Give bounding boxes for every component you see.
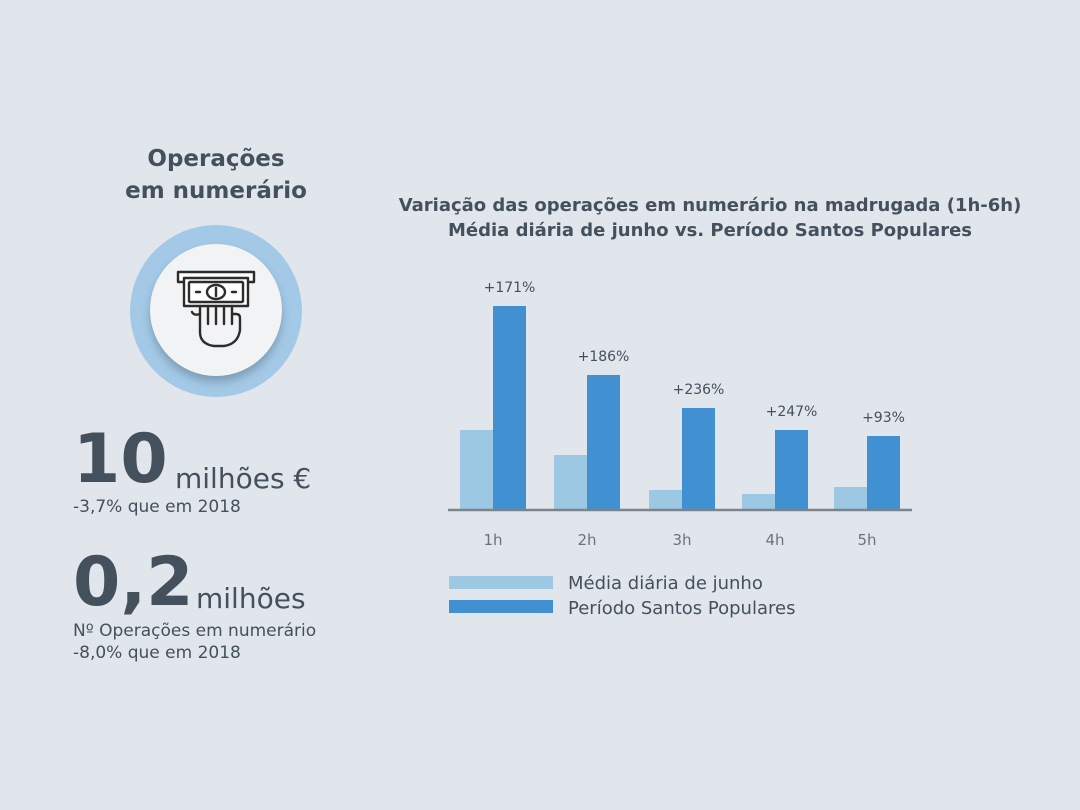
bar-media-junho-5h bbox=[834, 487, 867, 509]
legend-swatch-media-junho bbox=[449, 576, 553, 589]
data-label-5h: +93% bbox=[862, 410, 905, 426]
x-tick-label-1h: 1h bbox=[483, 531, 502, 549]
icon-badge bbox=[130, 225, 302, 397]
chart-title: Variação das operações em numerário na m… bbox=[398, 195, 1022, 216]
stat-count-value: 0,2 bbox=[73, 543, 194, 622]
x-tick-label-3h: 3h bbox=[672, 531, 691, 549]
stat-amount-unit: milhões € bbox=[175, 462, 312, 495]
bar-santos-populares-4h bbox=[775, 430, 808, 509]
stat-amount-value: 10 bbox=[73, 420, 168, 499]
section-title: Operações em numerário bbox=[96, 143, 336, 207]
data-label-4h: +247% bbox=[766, 404, 818, 420]
x-tick-label-2h: 2h bbox=[577, 531, 596, 549]
stat-count-label: Nº Operações em numerário bbox=[73, 621, 317, 641]
chart-title-block: Variação das operações em numerário na m… bbox=[360, 193, 1060, 243]
bar-santos-populares-5h bbox=[867, 436, 900, 509]
icon-badge-inner bbox=[150, 244, 282, 376]
bar-santos-populares-1h bbox=[493, 306, 526, 509]
legend-label-media-junho: Média diária de junho bbox=[568, 573, 763, 594]
data-label-3h: +236% bbox=[673, 382, 725, 398]
bar-media-junho-3h bbox=[649, 490, 682, 509]
legend-label-santos-populares: Período Santos Populares bbox=[568, 598, 795, 619]
data-label-1h: +171% bbox=[484, 280, 536, 296]
section-title-line2: em numerário bbox=[125, 178, 307, 204]
section-title-line1: Operações bbox=[147, 146, 285, 172]
bar-santos-populares-3h bbox=[682, 408, 715, 509]
chart-subtitle: Média diária de junho vs. Período Santos… bbox=[448, 220, 972, 241]
x-tick-label-5h: 5h bbox=[857, 531, 876, 549]
bar-media-junho-2h bbox=[554, 455, 587, 509]
data-label-2h: +186% bbox=[578, 349, 630, 365]
bar-santos-populares-2h bbox=[587, 375, 620, 509]
stat-count-unit: milhões bbox=[196, 582, 306, 615]
stat-count-change: -8,0% que em 2018 bbox=[73, 643, 241, 663]
stat-amount-change: -3,7% que em 2018 bbox=[73, 497, 241, 517]
bar-media-junho-1h bbox=[460, 430, 493, 509]
x-tick-label-4h: 4h bbox=[765, 531, 784, 549]
atm-cash-withdrawal-icon bbox=[176, 270, 256, 348]
bar-media-junho-4h bbox=[742, 494, 775, 509]
legend-swatch-santos-populares bbox=[449, 600, 553, 613]
